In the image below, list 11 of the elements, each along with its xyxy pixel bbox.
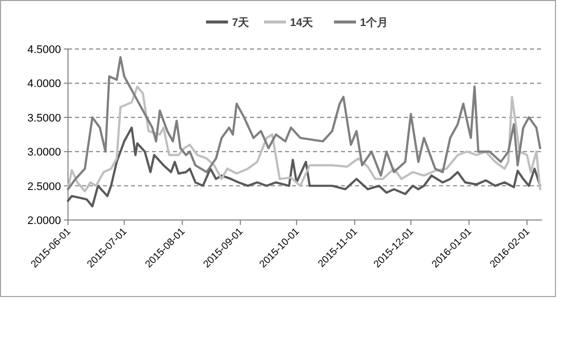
y-tick-label: 4.0000 [27,78,61,90]
y-tick-label: 2.0000 [27,215,61,227]
legend-label: 7天 [232,17,250,29]
legend-label: 1个月 [360,16,388,29]
y-tick-label: 3.0000 [27,146,61,159]
legend-label: 14天 [290,17,314,29]
y-tick-label: 4.5000 [27,44,61,56]
y-tick-label: 2.5000 [27,180,61,193]
line-series [66,86,542,192]
y-tick-label: 3.5000 [27,112,61,124]
line-series [66,126,542,208]
